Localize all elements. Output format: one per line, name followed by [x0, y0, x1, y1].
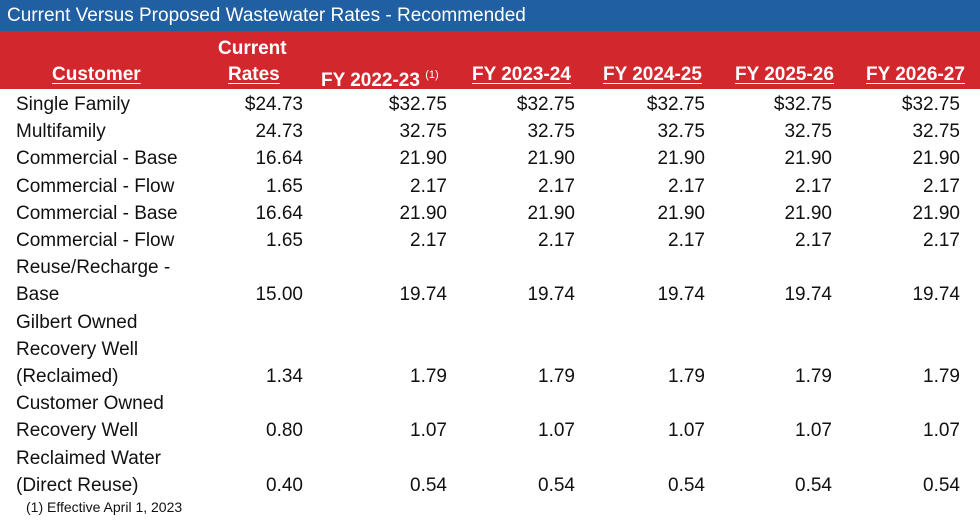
rate-cell: 2.17 — [410, 230, 447, 251]
rate-cell: 0.54 — [538, 474, 575, 496]
rate-cell: 0.54 — [668, 474, 705, 496]
row-label: (Reclaimed) — [16, 366, 119, 387]
row-label: Commercial - Flow — [16, 230, 175, 251]
footnote-marker: (1) — [425, 69, 439, 81]
rate-cell: 1.07 — [795, 420, 832, 442]
rate-cell: 1.07 — [410, 420, 447, 442]
rate-cell: 1.65 — [266, 230, 303, 251]
rate-cell: 32.75 — [912, 121, 960, 143]
footnote: (1) Effective April 1, 2023 — [26, 499, 183, 515]
rate-cell: 1.79 — [410, 366, 447, 387]
rate-cell: 19.74 — [527, 284, 575, 306]
row-label: (Direct Reuse) — [16, 474, 139, 496]
table-header — [0, 31, 980, 89]
header-fy-2023-24: FY 2023-24 — [472, 64, 571, 85]
rate-cell: 16.64 — [255, 148, 303, 170]
rate-cell: 19.74 — [784, 284, 832, 306]
row-label: Commercial - Base — [16, 202, 178, 224]
rate-cell: 21.90 — [399, 148, 447, 170]
rate-cell: 0.40 — [266, 474, 303, 496]
rate-cell: $32.75 — [646, 94, 705, 115]
row-label: Multifamily — [16, 121, 106, 143]
row-label: Recovery Well — [16, 420, 139, 442]
rate-cell: $32.75 — [901, 94, 960, 115]
rate-cell: 2.17 — [410, 175, 447, 197]
row-label: Commercial - Base — [16, 148, 178, 170]
rate-cell: 21.90 — [784, 148, 832, 170]
rate-cell: 0.54 — [795, 474, 832, 496]
rate-cell: 1.07 — [668, 420, 705, 442]
rate-cell: 32.75 — [527, 121, 575, 143]
rate-cell: 0.54 — [923, 474, 960, 496]
rate-cell: 21.90 — [527, 148, 575, 170]
rate-cell: 19.74 — [399, 284, 447, 306]
rate-cell: $32.75 — [388, 94, 447, 115]
rate-cell: 19.74 — [657, 284, 705, 306]
header-current-line2: Rates — [228, 64, 280, 85]
rate-cell: $32.75 — [773, 94, 832, 115]
rate-cell: $24.73 — [244, 94, 303, 115]
row-label: Single Family — [16, 94, 131, 115]
rate-cell: 32.75 — [784, 121, 832, 143]
row-label: Reclaimed Water — [16, 447, 162, 469]
rate-cell: 1.07 — [923, 420, 960, 442]
rate-cell: 15.00 — [255, 284, 303, 306]
rate-cell: 21.90 — [527, 202, 575, 224]
rate-cell: 2.17 — [923, 230, 960, 251]
rate-cell: 1.79 — [538, 366, 575, 387]
rate-cell: 21.90 — [399, 202, 447, 224]
rate-cell: 1.65 — [266, 175, 303, 197]
rate-cell: 19.74 — [912, 284, 960, 306]
rate-cell: 1.07 — [538, 420, 575, 442]
table-title: Current Versus Proposed Wastewater Rates… — [0, 0, 980, 31]
rate-cell: 2.17 — [795, 175, 832, 197]
rate-cell: 1.34 — [266, 366, 303, 387]
rate-cell: 2.17 — [668, 230, 705, 251]
rate-cell: 2.17 — [538, 230, 575, 251]
rate-cell: 16.64 — [255, 202, 303, 224]
row-label: Recovery Well — [16, 338, 139, 360]
header-fy-2025-26: FY 2025-26 — [735, 64, 834, 85]
rate-cell: 2.17 — [795, 230, 832, 251]
rate-cell: 21.90 — [912, 148, 960, 170]
rate-cell: 32.75 — [399, 121, 447, 143]
header-fy-2024-25: FY 2024-25 — [603, 64, 702, 85]
header-customer: Customer — [52, 64, 141, 85]
rate-cell: 21.90 — [784, 202, 832, 224]
row-label: Gilbert Owned — [16, 311, 138, 333]
rate-cell: 2.17 — [923, 175, 960, 197]
header-current-line1: Current — [218, 38, 287, 59]
row-label: Reuse/Recharge - — [16, 257, 171, 279]
rate-cell: 21.90 — [657, 202, 705, 224]
rate-cell: 0.80 — [266, 420, 303, 442]
rate-cell: 32.75 — [657, 121, 705, 143]
rate-cell: 2.17 — [538, 175, 575, 197]
rate-cell: 21.90 — [912, 202, 960, 224]
rate-cell: 1.79 — [795, 366, 832, 387]
rate-cell: 0.54 — [410, 474, 447, 496]
row-label: Base — [16, 284, 60, 306]
rate-cell: 1.79 — [923, 366, 960, 387]
rate-cell: $32.75 — [516, 94, 575, 115]
row-label: Commercial - Flow — [16, 175, 175, 197]
rate-cell: 21.90 — [657, 148, 705, 170]
header-fy-2026-27: FY 2026-27 — [866, 64, 965, 85]
rate-cell: 2.17 — [668, 175, 705, 197]
rate-cell: 24.73 — [255, 121, 303, 143]
rate-cell: 1.79 — [668, 366, 705, 387]
header-fy-2022-23: FY 2022-23 (1) — [321, 69, 439, 91]
row-label: Customer Owned — [16, 393, 164, 415]
